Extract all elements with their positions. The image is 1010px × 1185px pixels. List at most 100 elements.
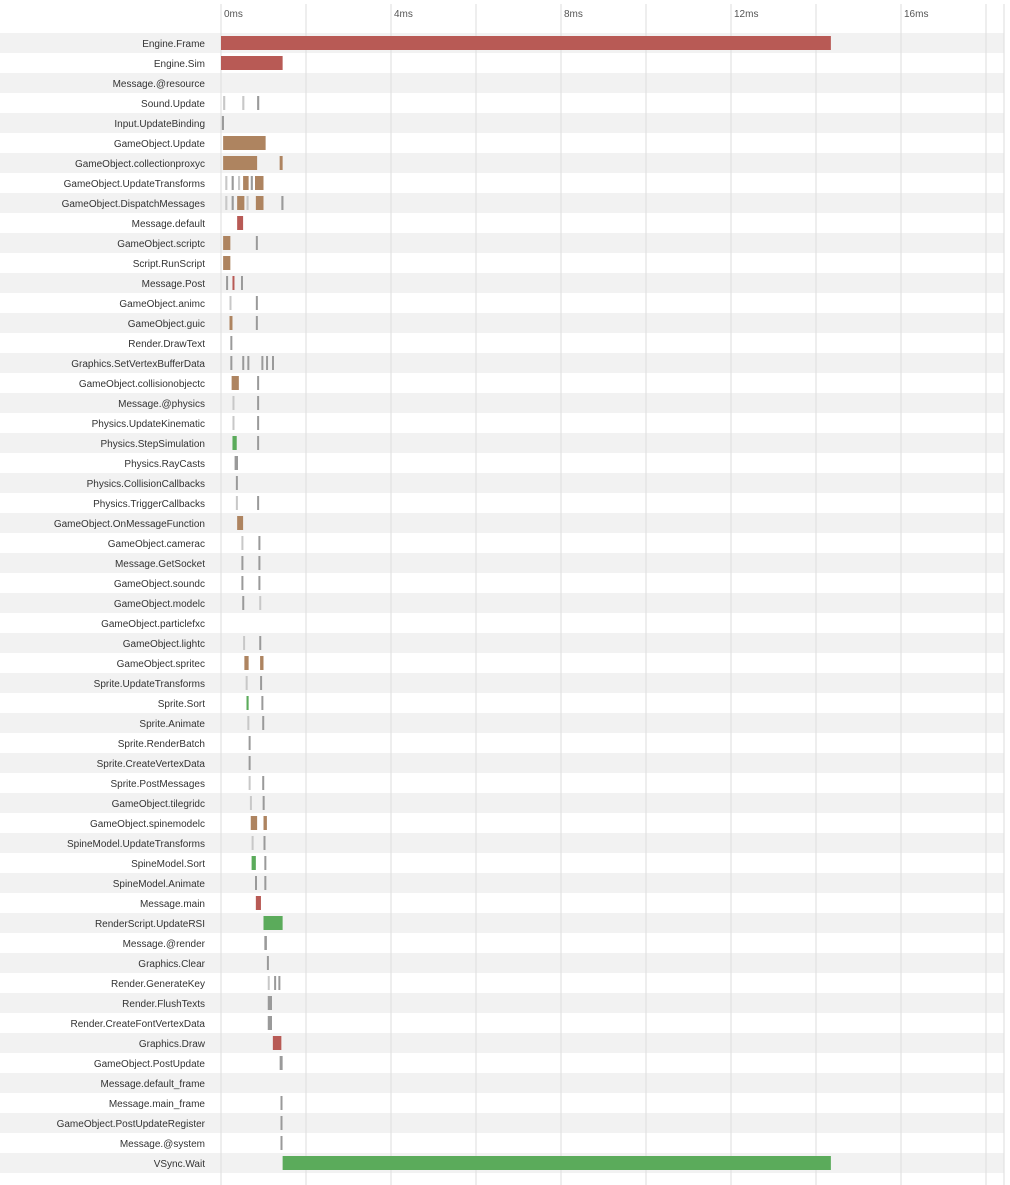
scope-bar[interactable] [272, 356, 274, 370]
scope-bar[interactable] [225, 196, 228, 210]
scope-bar[interactable] [235, 476, 238, 490]
scope-bar[interactable] [257, 376, 260, 390]
scope-bar[interactable] [246, 196, 249, 210]
scope-bar[interactable] [250, 816, 258, 830]
scope-bar[interactable] [221, 116, 224, 130]
scope-bar[interactable] [262, 716, 265, 730]
scope-bar[interactable] [259, 596, 262, 610]
scope-bar[interactable] [241, 556, 244, 570]
scope-bar[interactable] [242, 356, 245, 370]
scope-bar[interactable] [255, 896, 261, 910]
scope-bar[interactable] [257, 416, 260, 430]
scope-bar[interactable] [231, 176, 234, 190]
scope-bar[interactable] [234, 456, 238, 470]
scope-bar[interactable] [247, 716, 250, 730]
scope-bar[interactable] [255, 176, 264, 190]
scope-bar[interactable] [230, 356, 233, 370]
scope-bar[interactable] [243, 636, 246, 650]
scope-bar[interactable] [257, 436, 260, 450]
scope-bar[interactable] [245, 676, 248, 690]
scope-bar[interactable] [279, 1056, 283, 1070]
scope-bar[interactable] [255, 876, 257, 890]
scope-bar[interactable] [232, 276, 235, 290]
scope-bar[interactable] [232, 436, 237, 450]
scope-bar[interactable] [230, 336, 233, 350]
scope-label: RenderScript.UpdateRSI [95, 919, 205, 930]
scope-bar[interactable] [246, 696, 249, 710]
scope-bar[interactable] [237, 216, 244, 230]
scope-bar[interactable] [258, 576, 261, 590]
scope-bar[interactable] [257, 396, 260, 410]
scope-bar[interactable] [282, 1156, 831, 1170]
scope-bar[interactable] [223, 136, 266, 150]
scope-bar[interactable] [266, 956, 269, 970]
scope-bar[interactable] [257, 496, 260, 510]
scope-bar[interactable] [261, 696, 264, 710]
scope-bar[interactable] [238, 176, 241, 190]
scope-bar[interactable] [243, 176, 249, 190]
scope-bar[interactable] [267, 976, 270, 990]
scope-bar[interactable] [280, 1096, 283, 1110]
scope-bar[interactable] [241, 536, 244, 550]
scope-bar[interactable] [264, 876, 267, 890]
scope-bar[interactable] [251, 836, 254, 850]
scope-bar[interactable] [259, 636, 262, 650]
scope-bar[interactable] [266, 356, 269, 370]
scope-bar[interactable] [272, 1036, 282, 1050]
scope-bar[interactable] [235, 496, 238, 510]
scope-bar[interactable] [281, 196, 284, 210]
scope-bar[interactable] [229, 296, 232, 310]
scope-bar[interactable] [280, 1136, 283, 1150]
scope-bar[interactable] [249, 796, 252, 810]
scope-bar[interactable] [263, 916, 283, 930]
scope-bar[interactable] [264, 936, 267, 950]
scope-bar[interactable] [232, 416, 235, 430]
scope-bar[interactable] [225, 176, 228, 190]
scope-bar[interactable] [221, 36, 831, 50]
scope-bar[interactable] [258, 536, 261, 550]
scope-bar[interactable] [260, 656, 264, 670]
scope-bar[interactable] [248, 776, 251, 790]
scope-bar[interactable] [223, 156, 258, 170]
scope-bar[interactable] [255, 236, 258, 250]
scope-bar[interactable] [255, 296, 258, 310]
scope-bar[interactable] [257, 96, 260, 110]
scope-bar[interactable] [242, 596, 245, 610]
scope-bar[interactable] [261, 356, 264, 370]
scope-bar[interactable] [262, 776, 265, 790]
scope-bar[interactable] [223, 256, 231, 270]
scope-bar[interactable] [263, 816, 267, 830]
scope-bar[interactable] [263, 836, 266, 850]
scope-bar[interactable] [260, 676, 263, 690]
scope-bar[interactable] [247, 356, 250, 370]
scope-bar[interactable] [258, 556, 261, 570]
scope-bar[interactable] [237, 516, 244, 530]
scope-bar[interactable] [231, 196, 234, 210]
scope-bar[interactable] [232, 396, 235, 410]
scope-bar[interactable] [244, 656, 249, 670]
scope-bar[interactable] [237, 196, 245, 210]
scope-bar[interactable] [267, 1016, 272, 1030]
scope-bar[interactable] [248, 736, 251, 750]
scope-bar[interactable] [280, 1116, 283, 1130]
scope-bar[interactable] [248, 756, 251, 770]
scope-bar[interactable] [240, 276, 243, 290]
scope-bar[interactable] [231, 376, 239, 390]
scope-bar[interactable] [229, 316, 233, 330]
scope-bar[interactable] [267, 996, 272, 1010]
scope-bar[interactable] [226, 276, 229, 290]
scope-bar[interactable] [264, 856, 267, 870]
scope-bar[interactable] [279, 156, 283, 170]
scope-bar[interactable] [255, 316, 258, 330]
scope-bar[interactable] [242, 96, 245, 110]
scope-bar[interactable] [250, 176, 253, 190]
scope-bar[interactable] [251, 856, 256, 870]
scope-bar[interactable] [223, 96, 226, 110]
scope-bar[interactable] [241, 576, 244, 590]
scope-bar[interactable] [278, 976, 281, 990]
scope-bar[interactable] [221, 56, 283, 70]
scope-bar[interactable] [255, 196, 264, 210]
scope-bar[interactable] [223, 236, 231, 250]
scope-bar[interactable] [262, 796, 265, 810]
scope-bar[interactable] [274, 976, 277, 990]
